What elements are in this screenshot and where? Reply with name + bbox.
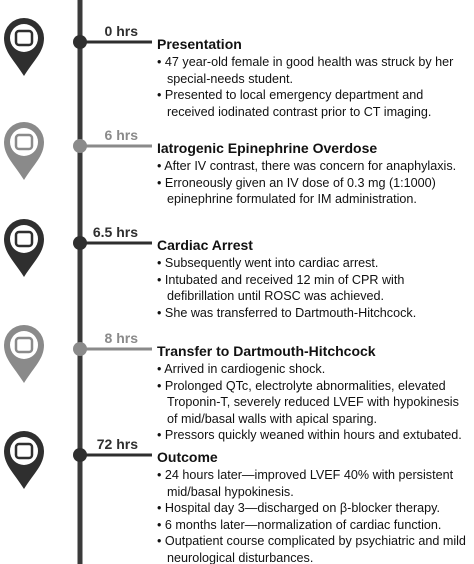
node — [73, 236, 87, 250]
bullet: 6 months later—normalization of cardiac … — [157, 517, 471, 534]
bullet: Subsequently went into cardiac arrest. — [157, 255, 471, 272]
bullet: Pressors quickly weaned within hours and… — [157, 427, 471, 444]
bullet-list: 47 year-old female in good health was st… — [157, 54, 471, 120]
bullet: She was transferred to Dartmouth-Hitchco… — [157, 305, 471, 322]
pin-inner — [10, 437, 38, 465]
bullet: Outpatient course complicated by psychia… — [157, 533, 471, 564]
pin-icon — [14, 230, 34, 248]
bullet: Presented to local emergency department … — [157, 87, 471, 120]
bullet: Erroneously given an IV dose of 0.3 mg (… — [157, 175, 471, 208]
node — [73, 342, 87, 356]
pin-icon — [14, 442, 34, 460]
node — [73, 35, 87, 49]
pin-icon — [14, 29, 34, 47]
event-title: Iatrogenic Epinephrine Overdose — [157, 140, 378, 156]
bullet: 47 year-old female in good health was st… — [157, 54, 471, 87]
bullet: Intubated and received 12 min of CPR wit… — [157, 272, 471, 305]
event-title: Outcome — [157, 449, 218, 465]
bullet: Arrived in cardiogenic shock. — [157, 361, 471, 378]
node — [73, 139, 87, 153]
bullet-list: After IV contrast, there was concern for… — [157, 158, 471, 208]
pin-icon — [14, 336, 34, 354]
node — [73, 448, 87, 462]
event-title: Transfer to Dartmouth-Hitchcock — [157, 343, 376, 359]
pin-icon — [14, 133, 34, 151]
bullet-list: Arrived in cardiogenic shock.Prolonged Q… — [157, 361, 471, 444]
time-label: 8 hrs — [104, 330, 138, 346]
time-label: 0 hrs — [104, 23, 138, 39]
bullet-list: 24 hours later—improved LVEF 40% with pe… — [157, 467, 471, 564]
bullet-list: Subsequently went into cardiac arrest.In… — [157, 255, 471, 321]
bullet: Hospital day 3—discharged on β-blocker t… — [157, 500, 471, 517]
time-label: 72 hrs — [96, 436, 138, 452]
bullet: 24 hours later—improved LVEF 40% with pe… — [157, 467, 471, 500]
pin-inner — [10, 128, 38, 156]
time-label: 6 hrs — [104, 127, 138, 143]
pin-inner — [10, 24, 38, 52]
time-label: 6.5 hrs — [92, 224, 138, 240]
pin-inner — [10, 331, 38, 359]
event-title: Presentation — [157, 36, 242, 52]
event-title: Cardiac Arrest — [157, 237, 253, 253]
bullet: After IV contrast, there was concern for… — [157, 158, 471, 175]
bullet: Prolonged QTc, electrolyte abnormalities… — [157, 378, 471, 428]
pin-inner — [10, 225, 38, 253]
